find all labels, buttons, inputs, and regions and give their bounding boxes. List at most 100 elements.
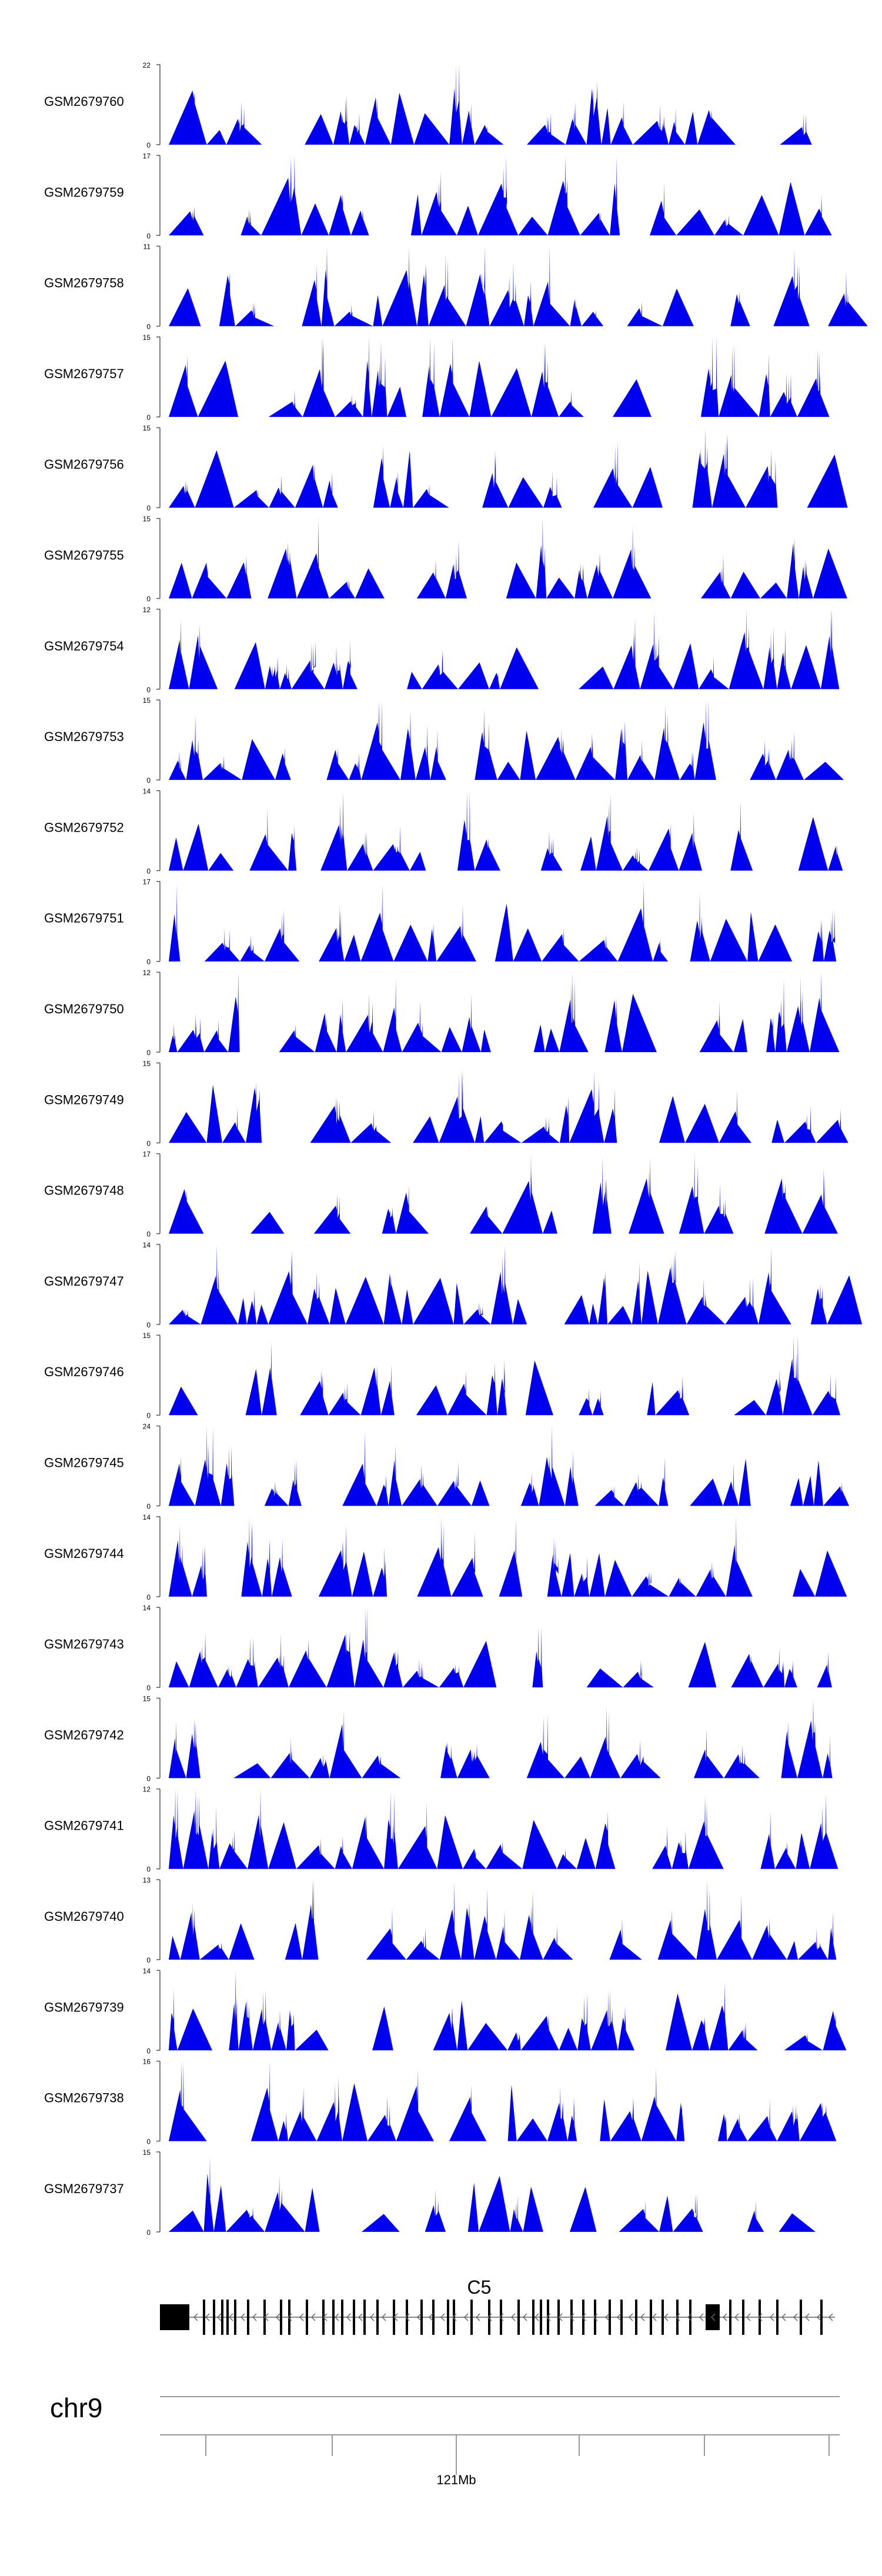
coverage-area (162, 1335, 841, 1416)
track-GSM2679748: GSM2679748 17 0 (44, 1150, 840, 1239)
y-min-label: 0 (146, 1230, 151, 1239)
gene-exon (689, 2300, 691, 2335)
y-min-label: 0 (146, 1321, 151, 1329)
gene-exon (432, 2300, 435, 2335)
strand-arrow (287, 2313, 292, 2321)
x-tick-label: 121Mb (436, 2472, 476, 2487)
track-GSM2679737: GSM2679737 15 0 (44, 2148, 840, 2237)
gene-exon (742, 2300, 744, 2335)
track-GSM2679738: GSM2679738 16 0 (44, 2058, 840, 2146)
track-GSM2679744: GSM2679744 14 0 (44, 1513, 847, 1601)
y-min-label: 0 (146, 1139, 151, 1147)
y-min-label: 0 (146, 504, 151, 512)
coverage-area (162, 65, 840, 145)
track-GSM2679759: GSM2679759 17 0 (44, 152, 840, 240)
chromosome-ideogram: chr9 121Mb (50, 2393, 840, 2487)
strand-arrow (616, 2313, 622, 2321)
gene-exon (363, 2300, 366, 2335)
gene-exon (221, 2300, 223, 2335)
gene-exon (776, 2300, 779, 2335)
coverage-area (162, 1426, 850, 1506)
track-GSM2679756: GSM2679756 15 0 (44, 424, 848, 512)
track-label: GSM2679738 (44, 2091, 124, 2105)
strand-arrow (252, 2313, 257, 2321)
coverage-area (162, 1970, 847, 2051)
track-GSM2679743: GSM2679743 14 0 (44, 1604, 840, 1692)
strand-arrow (263, 2313, 269, 2321)
y-min-label: 0 (146, 1593, 151, 1601)
gene-exon (280, 2300, 282, 2335)
gene-exon (488, 2300, 490, 2335)
track-GSM2679742: GSM2679742 15 0 (44, 1694, 840, 1783)
chromosome-label: chr9 (50, 2393, 102, 2423)
gene-exon (288, 2300, 290, 2335)
y-min-label: 0 (146, 1774, 151, 1783)
strand-arrow (522, 2313, 527, 2321)
track-label: GSM2679740 (44, 1909, 124, 1924)
strand-arrow (663, 2313, 669, 2321)
strand-arrow (381, 2313, 386, 2321)
gene-exon (609, 2300, 611, 2335)
coverage-area (162, 1788, 840, 1869)
coverage-area (162, 1880, 840, 1960)
coverage-area (162, 972, 840, 1052)
coverage-area (162, 336, 840, 417)
strand-arrow (722, 2313, 727, 2321)
strand-arrow (593, 2313, 598, 2321)
track-label: GSM2679756 (44, 457, 124, 472)
strand-arrow (699, 2313, 704, 2321)
track-GSM2679749: GSM2679749 15 0 (44, 1059, 848, 1147)
track-label: GSM2679755 (44, 548, 124, 563)
coverage-area (162, 2061, 840, 2141)
gene-exon (547, 2300, 549, 2335)
track-GSM2679760: GSM2679760 22 0 (44, 61, 840, 149)
track-label: GSM2679748 (44, 1183, 124, 1198)
strand-arrow (310, 2313, 316, 2321)
strand-arrow (534, 2313, 539, 2321)
track-GSM2679754: GSM2679754 12 0 (44, 606, 840, 694)
coverage-area (162, 428, 848, 508)
strand-arrow (499, 2313, 504, 2321)
genome-axis (160, 2434, 840, 2475)
gene-exon (729, 2300, 731, 2335)
strand-arrow (640, 2313, 645, 2321)
track-label: GSM2679737 (44, 2181, 124, 2196)
strand-arrow (581, 2313, 586, 2321)
coverage-tracks: GSM2679760220GSM2679759170GSM2679758110G… (44, 61, 868, 2237)
track-label: GSM2679749 (44, 1092, 124, 1107)
track-GSM2679758: GSM2679758 11 0 (44, 243, 868, 331)
track-label: GSM2679757 (44, 366, 124, 381)
gene-exon (226, 2300, 229, 2335)
y-max-label: 17 (143, 878, 151, 886)
strand-arrow (769, 2313, 774, 2321)
y-min-label: 0 (146, 776, 151, 785)
y-min-label: 0 (146, 1684, 151, 1692)
strand-arrow (781, 2313, 786, 2321)
y-max-label: 14 (143, 1967, 151, 1975)
gene-exon (341, 2300, 343, 2335)
strand-arrow (275, 2313, 280, 2321)
strand-arrow (816, 2313, 821, 2321)
track-GSM2679740: GSM2679740 13 0 (44, 1876, 840, 1964)
gene-exon (234, 2300, 236, 2335)
y-min-label: 0 (146, 413, 151, 422)
y-max-label: 15 (143, 1694, 151, 1703)
y-max-label: 14 (143, 1241, 151, 1249)
coverage-area (162, 155, 840, 236)
y-min-label: 0 (146, 1412, 151, 1420)
y-min-label: 0 (146, 141, 151, 149)
gene-label: C5 (467, 2277, 492, 2298)
strand-arrow (487, 2313, 492, 2321)
gene-exon (706, 2304, 720, 2330)
gene-exon (332, 2300, 335, 2335)
strand-arrow (416, 2313, 422, 2321)
strand-arrow (216, 2313, 222, 2321)
gene-exon (532, 2300, 534, 2335)
track-GSM2679746: GSM2679746 15 0 (44, 1332, 841, 1420)
y-min-label: 0 (146, 323, 151, 331)
strand-arrow (193, 2313, 198, 2321)
coverage-area (162, 1607, 840, 1688)
y-max-label: 22 (143, 61, 151, 69)
coverage-area (162, 609, 840, 689)
gene-exon (203, 2300, 205, 2335)
